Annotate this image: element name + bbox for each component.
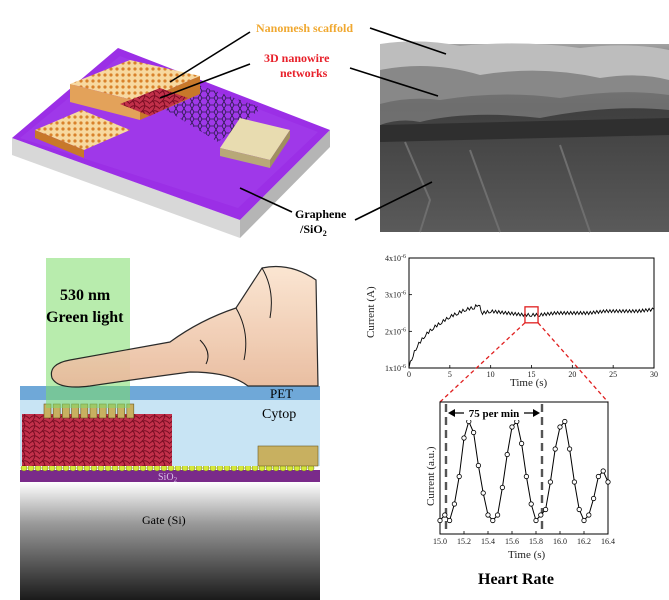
data-point	[528, 501, 534, 507]
data-point	[437, 517, 443, 524]
y-tick-label: 4x10-6	[385, 254, 406, 263]
electrode	[220, 118, 290, 160]
data-point	[494, 512, 501, 518]
data-point	[518, 440, 525, 447]
y-tick-label: 2x10-6	[385, 327, 406, 336]
data-point	[605, 479, 611, 485]
data-point	[581, 517, 587, 524]
current-chart: 0 5 10 15 20 25 30 1x10-6 2x10-6 3x10-6 4x10-6 Tim…	[365, 254, 658, 389]
x-tick-label: 15.6	[505, 537, 519, 546]
data-point	[595, 473, 602, 480]
nanomesh-label: Nanomesh scaffold	[256, 21, 353, 35]
sio2-layer	[20, 470, 320, 482]
nanowire-network	[120, 88, 188, 116]
x-tick-label: 20	[568, 370, 576, 379]
x-tick-label: 5	[448, 370, 452, 379]
x-tick-label: 0	[407, 370, 411, 379]
data-point	[566, 446, 573, 452]
data-point	[451, 501, 457, 507]
bpm-annotation: 75 per min	[448, 406, 540, 420]
data-point	[456, 473, 462, 480]
graphene-label-line1: Graphene	[295, 207, 347, 221]
drain-electrode	[257, 445, 319, 467]
current-chart-ticks: 0 5 10 15 20 25 30 1x10-6 2x10-6 3x10-6 4x10-6	[385, 254, 658, 379]
data-point	[485, 512, 491, 518]
nanowire-label-line1: 3D nanowire	[264, 51, 330, 65]
substrate-side-face	[240, 130, 330, 238]
data-point	[475, 462, 481, 469]
data-point	[446, 517, 453, 524]
light-label-line1: 530 nm	[60, 287, 111, 304]
heart-rate-points	[437, 418, 611, 524]
data-point	[576, 506, 582, 513]
x-tick-label: 15.2	[457, 537, 471, 546]
light-label-line2: Green light	[46, 309, 124, 326]
data-point	[470, 429, 477, 436]
current-chart-ylabel: Current (A)	[365, 286, 377, 338]
data-point	[547, 479, 554, 485]
data-point	[499, 484, 505, 491]
device-3d-illustration	[12, 48, 330, 238]
x-tick-label: 16.0	[553, 537, 567, 546]
y-tick-label: 1x10-6	[385, 364, 406, 373]
pet-label: PET	[270, 386, 293, 401]
data-point	[542, 506, 549, 513]
current-chart-frame	[408, 257, 655, 369]
data-point	[571, 479, 578, 485]
gate-label: Gate (Si)	[142, 513, 186, 527]
data-point	[538, 512, 544, 518]
nanowire-cluster	[22, 414, 172, 466]
data-point	[490, 517, 496, 524]
heart-rate-ticks: 15.0 15.2 15.4 15.6 15.8 16.0 16.2 16.4	[433, 531, 615, 546]
sio2-label: SiO2	[158, 472, 178, 484]
bpm-label: 75 per min	[469, 408, 520, 420]
data-point	[461, 435, 467, 441]
highlight-box	[524, 306, 539, 324]
beat-markers	[444, 404, 544, 532]
cytop-label: Cytop	[262, 407, 296, 422]
data-point	[533, 517, 539, 524]
y-tick-label: 3x10-6	[385, 291, 406, 300]
heart-rate-ylabel: Current (a.u.)	[425, 446, 437, 506]
zoom-connector	[439, 322, 609, 403]
current-series-line	[408, 303, 655, 368]
data-point	[590, 495, 597, 502]
current-chart-xlabel: Time (s)	[510, 377, 548, 389]
nanowire-label-line2: networks	[280, 66, 328, 80]
data-point	[504, 451, 510, 458]
data-point	[442, 512, 448, 518]
cross-section-diagram	[20, 258, 320, 600]
pointer-lines-top	[159, 27, 447, 221]
nanomesh-pillar	[126, 403, 135, 419]
data-point	[600, 468, 606, 474]
heart-rate-chart-frame	[439, 401, 609, 535]
x-tick-label: 15.4	[481, 537, 495, 546]
data-point	[557, 424, 563, 430]
heart-rate-title: Heart Rate	[478, 571, 554, 588]
x-tick-label: 15.8	[529, 537, 543, 546]
nanomesh-block	[35, 110, 130, 150]
x-tick-label: 16.4	[601, 537, 615, 546]
x-tick-label: 30	[650, 370, 658, 379]
nanomesh-pillars	[43, 403, 135, 419]
x-tick-label: 25	[609, 370, 617, 379]
heart-rate-xlabel: Time (s)	[508, 549, 546, 561]
sem-image	[380, 0, 669, 233]
data-point	[509, 424, 515, 430]
x-tick-label: 16.2	[577, 537, 591, 546]
x-tick-label: 15.0	[433, 537, 447, 546]
finger	[50, 265, 319, 388]
gate-layer	[20, 482, 320, 600]
data-point	[552, 446, 558, 452]
x-tick-label: 15	[528, 370, 536, 379]
data-point	[586, 512, 592, 518]
heart-rate-chart: 15.0 15.2 15.4 15.6 15.8 16.0 16.2 16.4 75 per …	[425, 401, 615, 561]
graphene-label-line2: /SiO2	[299, 222, 327, 238]
data-point	[562, 418, 568, 425]
data-point	[480, 490, 486, 496]
x-tick-label: 10	[487, 370, 495, 379]
substrate-front-face	[12, 138, 240, 238]
data-point	[523, 473, 530, 480]
